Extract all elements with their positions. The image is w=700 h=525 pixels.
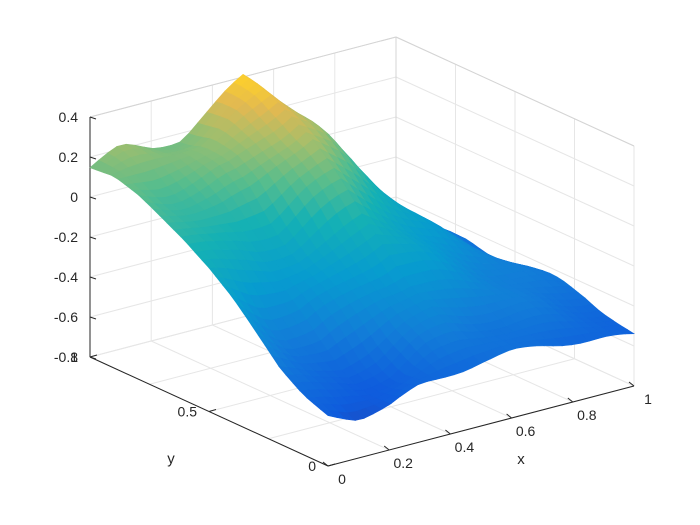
x-tick [383, 445, 390, 451]
y-tick [89, 354, 98, 358]
grid-line [268, 358, 575, 440]
z-tick-label: 0.4 [59, 109, 79, 125]
x-axis-line [327, 385, 635, 467]
x-tick-label: 0.6 [516, 423, 536, 439]
z-tick-label: -0.4 [54, 269, 78, 285]
x-tick-label: 0.4 [455, 439, 475, 455]
z-tick [89, 276, 97, 280]
z-tick [89, 236, 97, 240]
x-axis-label: x [517, 451, 525, 468]
z-tick-label: 0 [70, 189, 78, 205]
z-tick [89, 356, 97, 360]
x-tick [506, 413, 512, 419]
x-tick-label: 0.2 [393, 455, 413, 471]
x-tick-label: 0.8 [577, 407, 597, 423]
z-tick-label: -0.2 [54, 229, 78, 245]
z-tick-label: 0.2 [59, 149, 79, 165]
x-tick [628, 381, 635, 387]
z-tick [89, 316, 97, 320]
surface-patch [616, 328, 636, 335]
tick-labels: -0.8 -0.6 -0.4 -0.2 0 0.2 0.4 0 0.2 0.4 0.6 0.8 1 0 0.… [54, 109, 652, 487]
z-tick [89, 156, 97, 160]
y-tick-label: 0 [308, 458, 316, 474]
x-tick [322, 461, 329, 467]
y-tick-label: 0.5 [178, 404, 198, 420]
z-tick-label: -0.6 [54, 309, 78, 325]
y-tick [327, 463, 336, 467]
z-tick-label: -0.8 [54, 349, 78, 365]
x-tick [567, 397, 574, 403]
x-tick-label: 0 [338, 471, 346, 487]
y-tick-label: 1 [70, 349, 78, 365]
box-edge [395, 36, 635, 147]
z-tick [89, 196, 97, 200]
y-tick [208, 409, 217, 412]
surface-patches [89, 74, 636, 421]
x-tick-label: 1 [644, 391, 652, 407]
axes [89, 116, 635, 467]
z-tick [89, 116, 97, 120]
y-axis-label: y [167, 451, 175, 468]
x-tick [445, 429, 451, 435]
